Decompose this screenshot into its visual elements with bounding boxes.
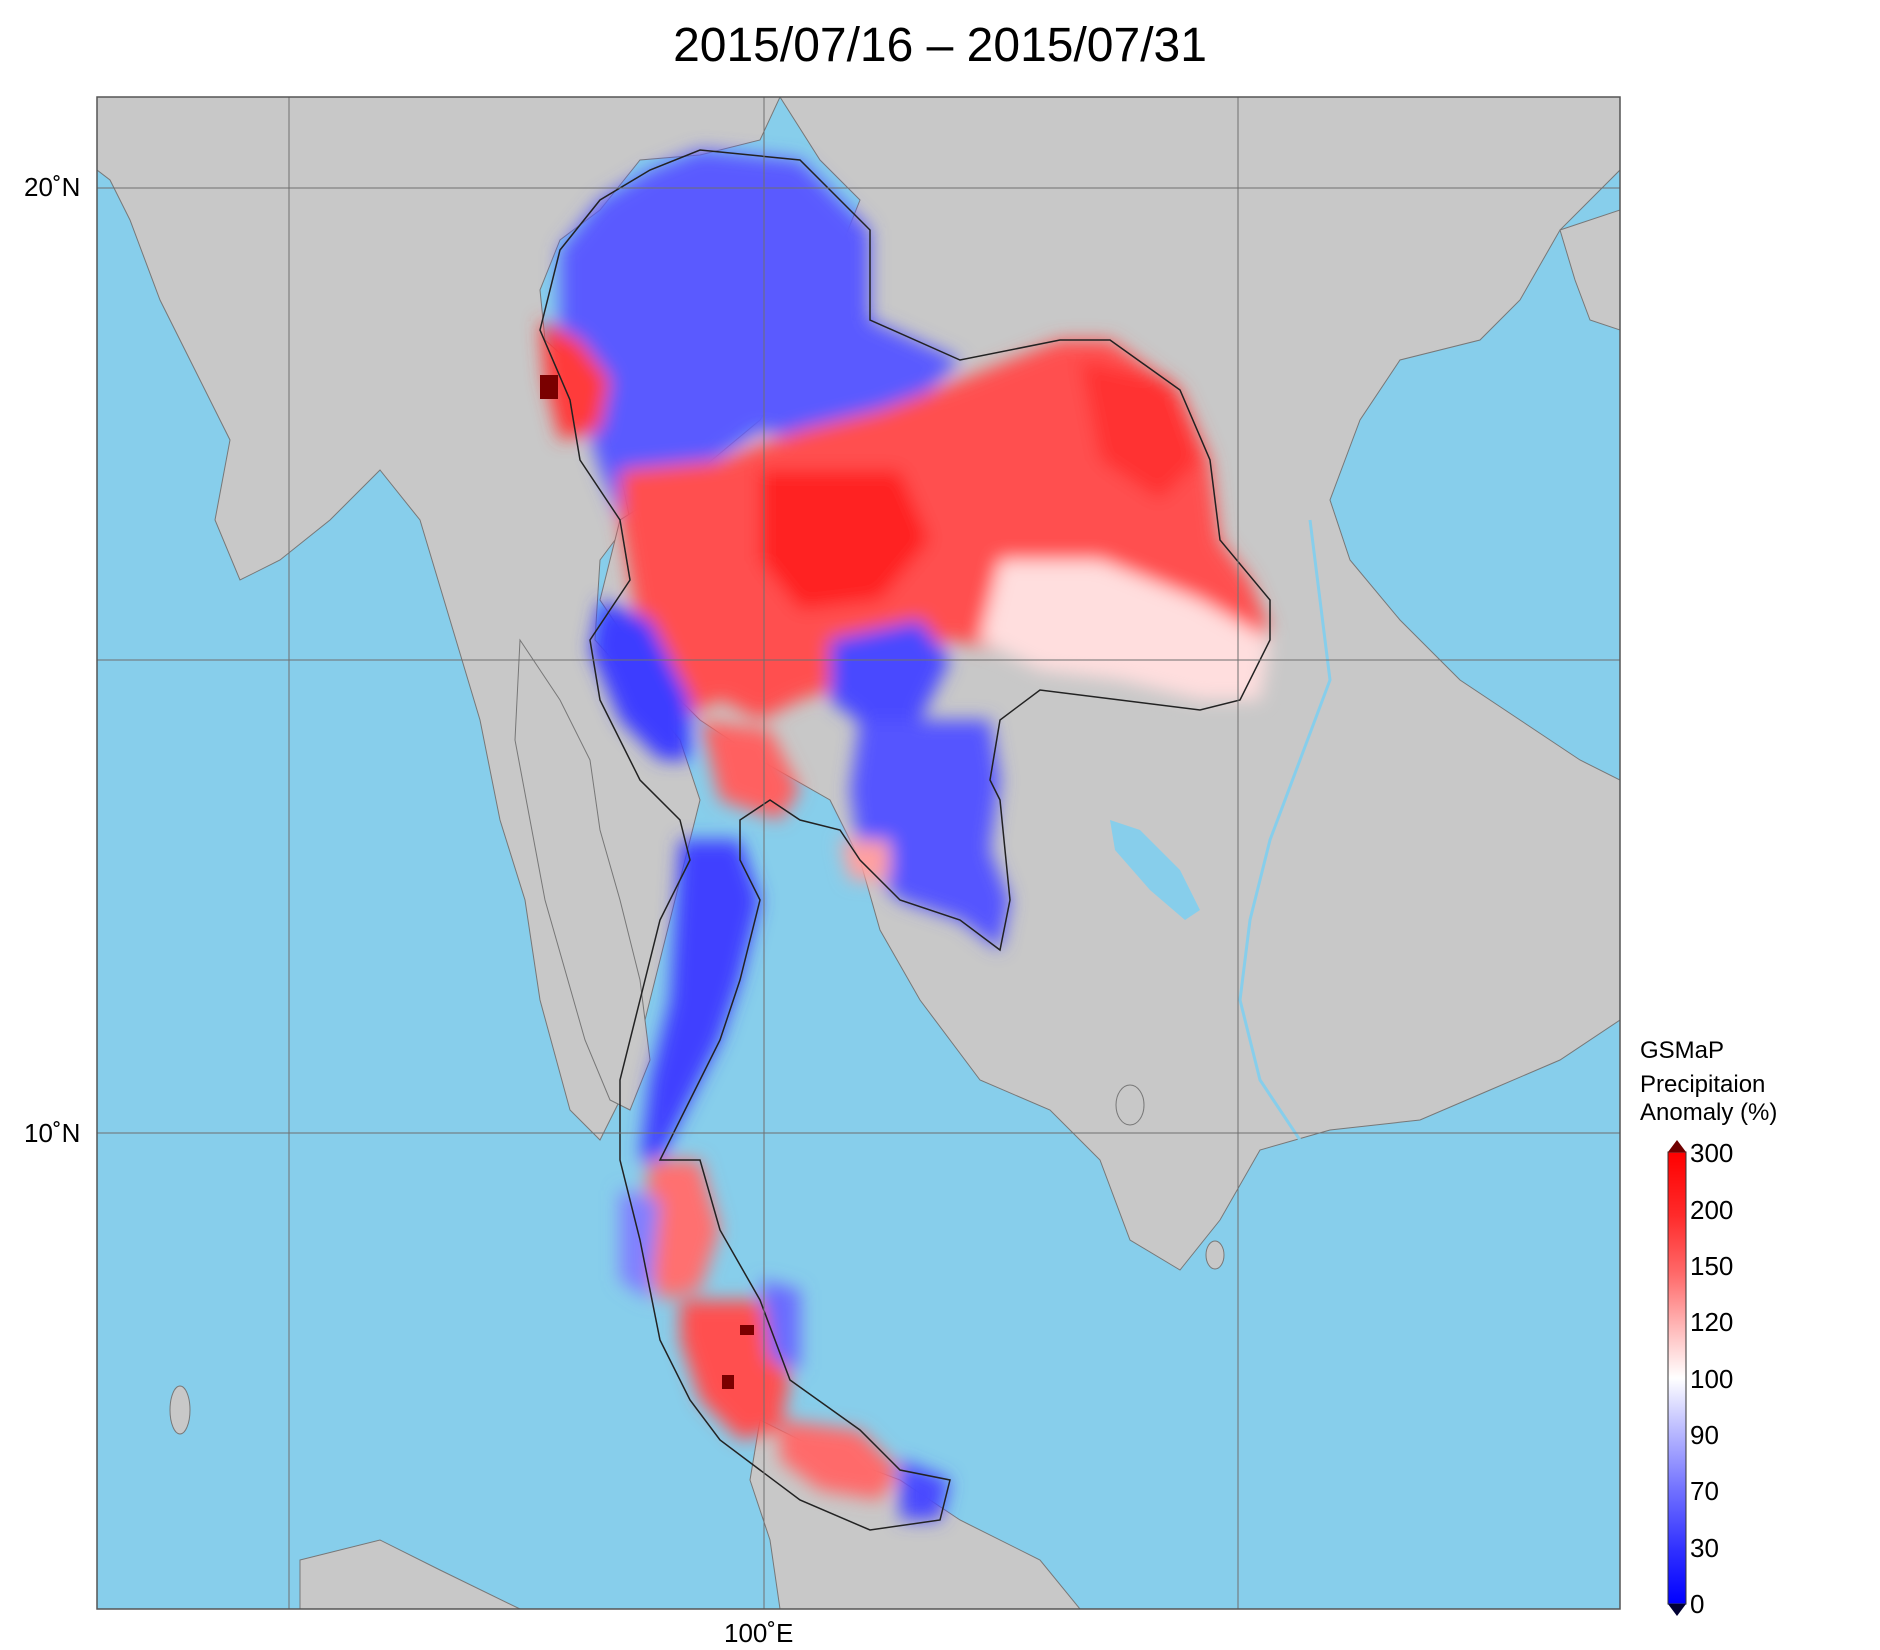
hotspot xyxy=(722,1375,734,1389)
land-sumatra xyxy=(299,1539,521,1609)
anomaly-field xyxy=(540,150,1270,1520)
colorbar-tick-120: 120 xyxy=(1690,1307,1734,1337)
mekong-river xyxy=(1238,519,1332,1141)
colorbar-top-arrow xyxy=(1668,1140,1686,1152)
legend-line-3: Anomaly (%) xyxy=(1640,1099,1778,1126)
colorbar-tick-100: 100 xyxy=(1690,1364,1734,1394)
graticule xyxy=(97,97,1620,1609)
island xyxy=(1205,1240,1225,1270)
colorbar-bottom-arrow xyxy=(1668,1604,1686,1616)
island xyxy=(1115,1084,1145,1126)
land-myanmar-south xyxy=(514,638,651,1111)
tonle-sap-lake xyxy=(1110,820,1200,920)
colorbar-tick-0: 0 xyxy=(1690,1589,1705,1619)
map-frame xyxy=(96,96,1621,1610)
lat-label-20n: 20˚N xyxy=(24,172,81,202)
colorbar-tick-300: 300 xyxy=(1690,1138,1734,1168)
colorbar-tick-90: 90 xyxy=(1690,1420,1719,1450)
colorbar-tick-70: 70 xyxy=(1690,1476,1719,1506)
colorbar-tick-30: 30 xyxy=(1690,1533,1719,1563)
hotspot xyxy=(740,1325,754,1335)
colorbar-tick-150: 150 xyxy=(1690,1251,1734,1281)
legend-line-1: GSMaP xyxy=(1640,1037,1725,1064)
lat-label-10n: 10˚N xyxy=(24,1118,81,1148)
land-east xyxy=(1559,209,1620,331)
map-title: 2015/07/16 – 2015/07/31 xyxy=(673,19,1207,72)
colorbar-tick-200: 200 xyxy=(1690,1195,1734,1225)
island xyxy=(169,1385,191,1435)
legend-line-2: Precipitaion xyxy=(1640,1071,1766,1098)
hotspot xyxy=(540,375,558,399)
thailand-border xyxy=(539,149,1271,1531)
lon-label-100e: 100˚E xyxy=(724,1618,794,1648)
colorbar xyxy=(1667,1140,1687,1616)
